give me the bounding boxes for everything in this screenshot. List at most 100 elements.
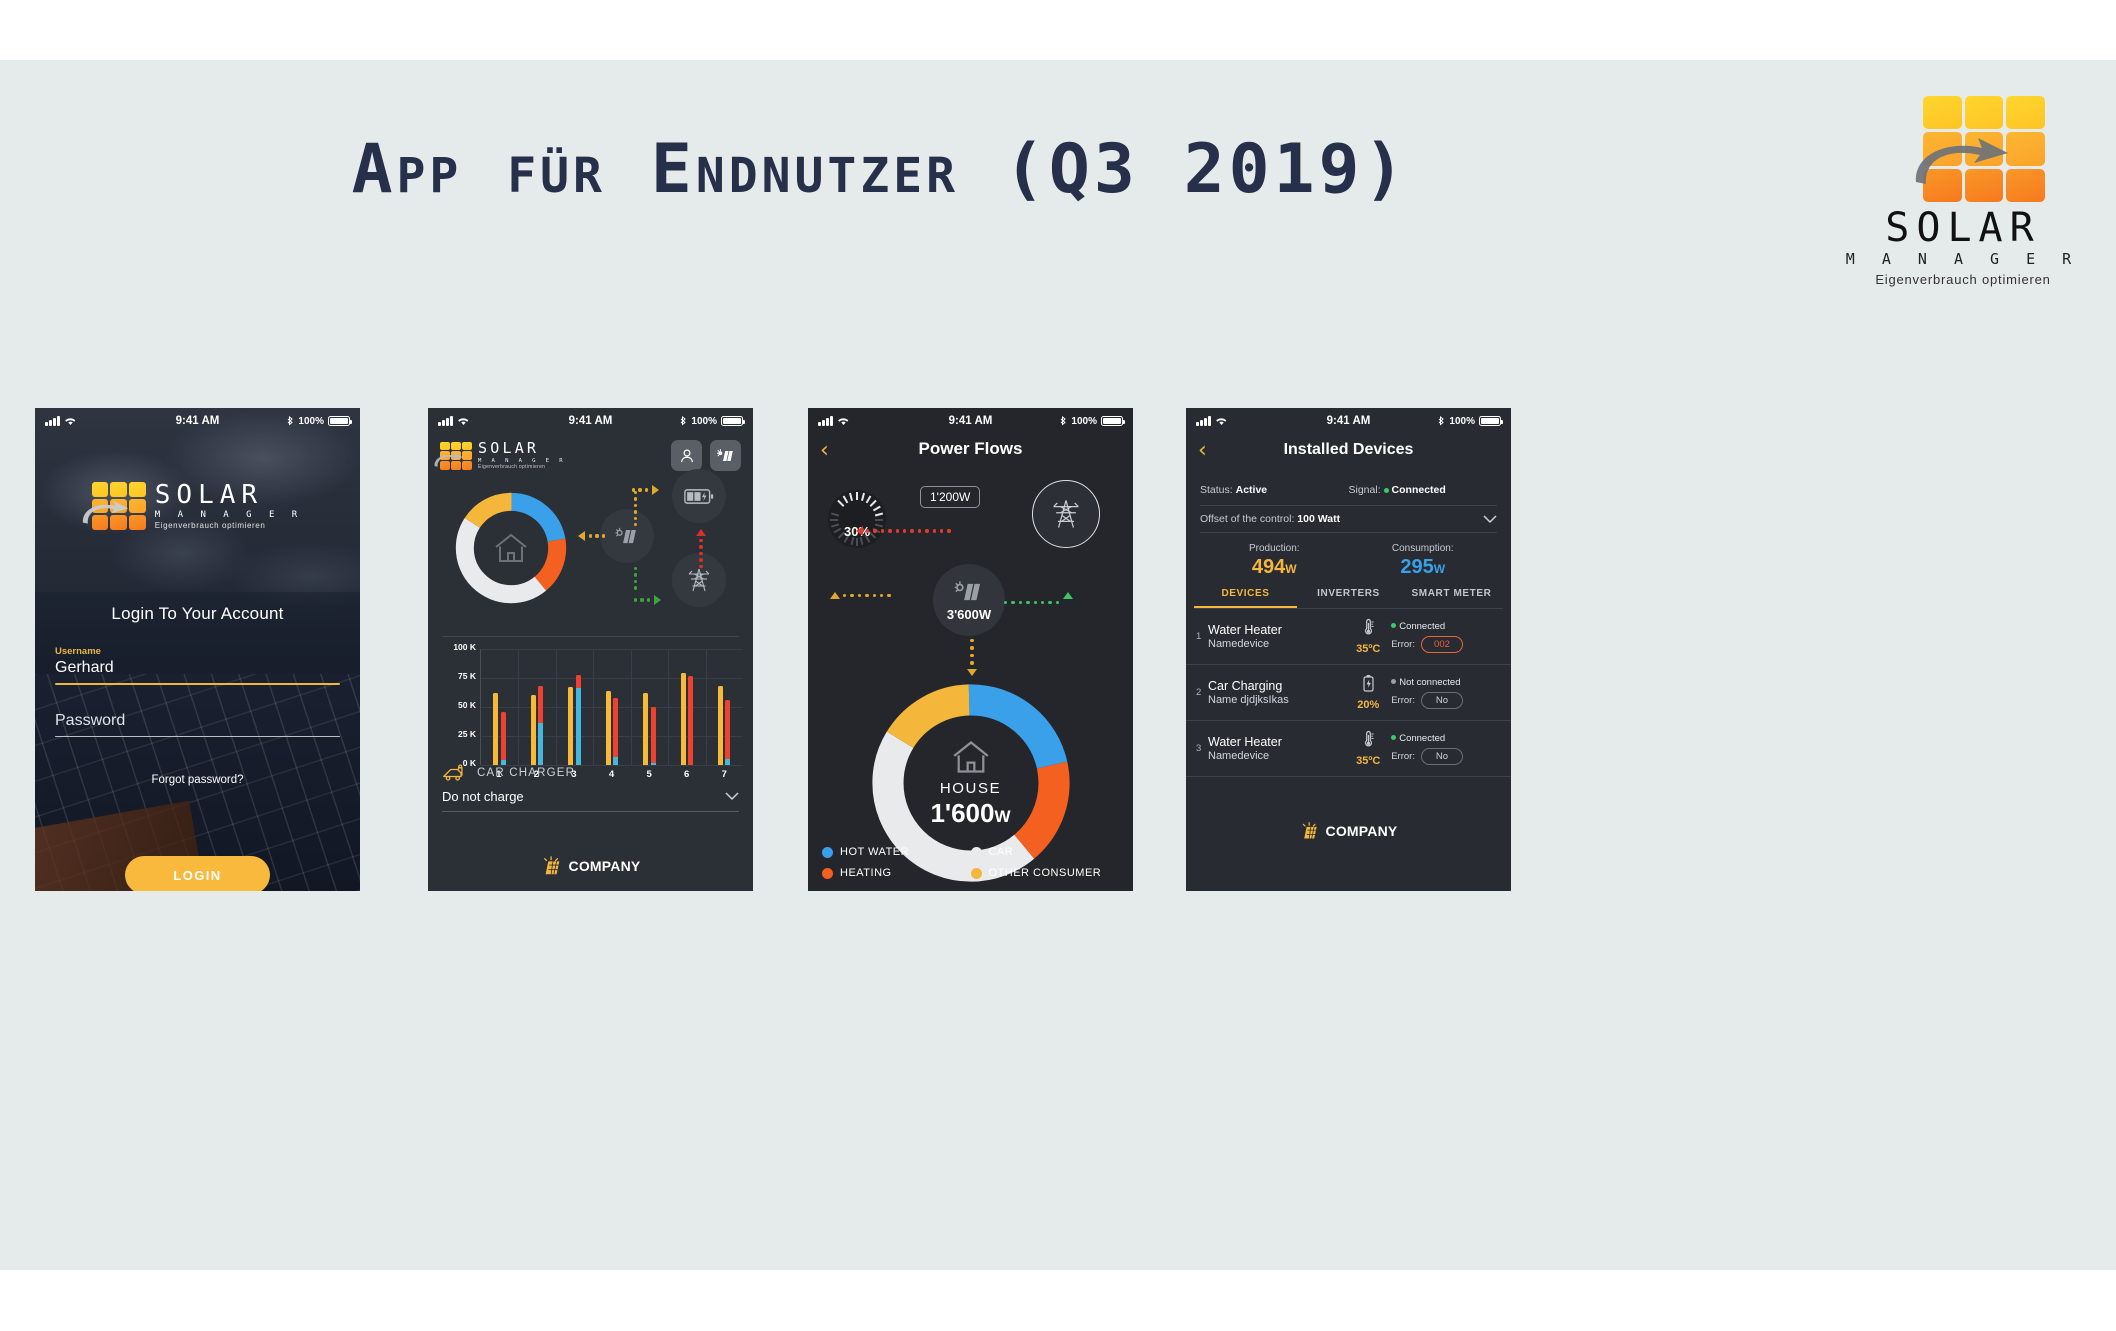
tab-devices[interactable]: DEVICES xyxy=(1194,588,1297,608)
wifi-icon xyxy=(457,418,468,425)
chart-bars xyxy=(481,649,743,765)
login-logo-grid xyxy=(82,482,146,530)
username-field[interactable]: Username Gerhard xyxy=(55,646,340,686)
bluetooth-icon xyxy=(1439,415,1445,426)
tabs-underline xyxy=(1194,608,1503,609)
x-tick: 5 xyxy=(646,769,652,780)
phone-screen-dashboard: 9:41 AM 100% SOLAR M A N A G E R xyxy=(428,408,753,891)
battery-percent: 100% xyxy=(691,415,717,427)
status-bar: 9:41 AM 100% xyxy=(1186,408,1511,434)
offset-control-row[interactable]: Offset of the control: 100 Watt xyxy=(1200,505,1497,533)
bar-group xyxy=(556,649,593,765)
solar-node[interactable]: 3'600W xyxy=(933,564,1005,636)
bar-group xyxy=(518,649,555,765)
signal-status-dot xyxy=(1383,487,1389,493)
chevron-down-icon[interactable] xyxy=(1483,514,1497,524)
car-charger-section[interactable]: CAR CHARGER Do not charge xyxy=(428,764,753,812)
page-heading: Installed Devices xyxy=(1283,441,1414,458)
status-bar: 9:41 AM 100% xyxy=(35,408,360,434)
consumption-metric: Consumption: 295W xyxy=(1349,543,1498,579)
chart-y-axis: 0 K 25 K 50 K 75 K 100 K xyxy=(436,642,476,768)
thermometer-icon xyxy=(1364,730,1374,747)
company-solar-icon xyxy=(1302,822,1317,839)
battery-node[interactable] xyxy=(672,469,726,523)
status-time: 9:41 AM xyxy=(175,415,220,427)
status-bar: 9:41 AM 100% xyxy=(808,408,1133,434)
dashboard-logo-grid xyxy=(434,441,472,470)
production-label: Production: xyxy=(1248,543,1300,554)
legend-item: OTHER CONSUMER xyxy=(970,867,1120,879)
signal-value: Connected xyxy=(1391,484,1446,496)
flow-grid-to-battery xyxy=(696,529,706,568)
back-button[interactable]: ‹ xyxy=(820,438,829,463)
back-button[interactable]: ‹ xyxy=(1198,438,1207,463)
legend-color-dot xyxy=(822,846,833,858)
bar-self-consumption xyxy=(575,688,581,765)
profile-button[interactable] xyxy=(671,440,702,471)
x-tick: 7 xyxy=(721,769,727,780)
solar-node[interactable] xyxy=(600,509,654,563)
x-tick: 1 xyxy=(496,769,502,780)
legend-label: HEATING xyxy=(840,867,892,879)
tab-inverters[interactable]: INVERTERS xyxy=(1317,588,1380,599)
device-metric-cell: 20% xyxy=(1345,674,1391,711)
bluetooth-icon xyxy=(681,415,687,426)
signal-label: Signal: xyxy=(1348,484,1381,496)
donut-legend: HOT WATER CAR HEATING OTHER CONSUMER xyxy=(822,846,1119,879)
flow-solar-to-battery xyxy=(632,485,660,495)
forgot-password-link[interactable]: Forgot password? xyxy=(151,774,244,786)
username-label: Username xyxy=(55,646,101,657)
bar-self-consumption xyxy=(650,762,656,765)
bar-production xyxy=(717,686,723,765)
chart-plot-area xyxy=(480,649,743,766)
dashboard-brand-logo: SOLAR M A N A G E R Eigenverbrauch optim… xyxy=(434,441,566,470)
consumption-value: 295 xyxy=(1400,556,1434,578)
status-value: Active xyxy=(1235,484,1268,496)
page-title: App für Endnutzer (Q3 2019) xyxy=(351,130,1409,209)
x-tick: 2 xyxy=(533,769,540,780)
cellular-signal-icon xyxy=(438,416,453,426)
error-chip: No xyxy=(1420,691,1463,709)
solar-panel-button[interactable] xyxy=(710,440,741,471)
dashboard-logo-tagline: Eigenverbrauch optimieren xyxy=(478,464,546,470)
battery-gauge[interactable]: 30% xyxy=(826,488,888,550)
wifi-icon xyxy=(64,418,75,425)
house-consumption-donut: HOUSE 1'600W xyxy=(862,674,1080,891)
chevron-down-icon[interactable] xyxy=(725,792,739,801)
devices-footer: COMPANY xyxy=(1186,821,1511,841)
battery-icon xyxy=(684,488,714,504)
device-metric: 20% xyxy=(1357,699,1380,711)
password-field[interactable]: Password xyxy=(55,712,340,738)
status-bar: 9:41 AM 100% xyxy=(428,408,753,434)
wifi-icon xyxy=(1215,418,1226,425)
legend-label: HOT WATER xyxy=(840,846,910,858)
production-value: 494 xyxy=(1251,556,1286,578)
grid-node[interactable] xyxy=(1032,480,1100,548)
production-unit: W xyxy=(1285,562,1297,576)
error-label: Error: xyxy=(1391,694,1415,706)
house-icon xyxy=(953,740,988,773)
footer-company-name: COMPANY xyxy=(568,858,641,874)
solar-power-value: 3'600W xyxy=(946,606,992,622)
bluetooth-icon xyxy=(288,415,294,426)
house-icon xyxy=(495,533,527,562)
login-button[interactable]: LOGIN xyxy=(125,856,270,891)
bar-production xyxy=(530,695,536,765)
consumption-donut xyxy=(450,487,572,609)
grid-node[interactable] xyxy=(672,553,726,607)
y-tick: 100 K xyxy=(453,642,476,652)
flow-solar-to-battery xyxy=(830,592,891,599)
offset-label: Offset of the control: xyxy=(1200,513,1295,525)
phone-screen-login: 9:41 AM 100% SOLAR M A N A G E R Eigenve… xyxy=(35,408,360,891)
device-name: Water Heater xyxy=(1208,623,1282,637)
password-input[interactable]: Password xyxy=(55,712,126,729)
table-row[interactable]: 1 Water Heater Namedevice 35ºC Connected Erro… xyxy=(1186,609,1511,665)
login-background-photo xyxy=(35,408,360,891)
offset-value: 100 Watt xyxy=(1297,513,1341,525)
tab-smart-meter[interactable]: SMART METER xyxy=(1411,588,1492,599)
username-input[interactable]: Gerhard xyxy=(55,659,114,676)
table-row[interactable]: 2 Car Charging Name djdjksIkas 20% Not conne… xyxy=(1186,665,1511,721)
bar-consumption xyxy=(575,674,581,765)
bar-production xyxy=(493,693,499,765)
table-row[interactable]: 3 Water Heater Namedevice 35ºC Connected Erro… xyxy=(1186,721,1511,777)
